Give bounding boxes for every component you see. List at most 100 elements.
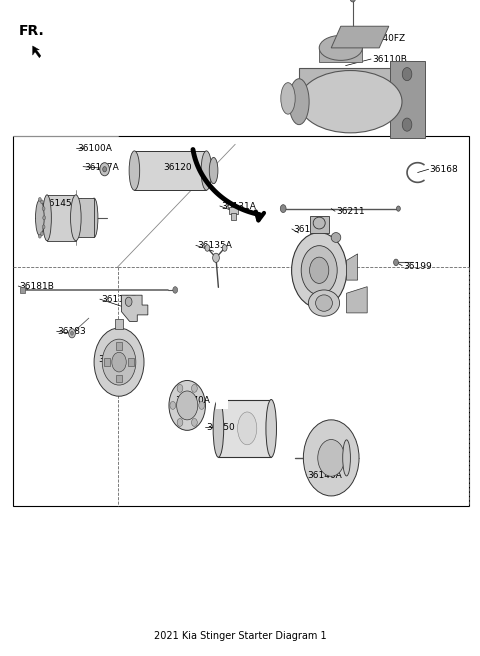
Bar xyxy=(116,342,122,350)
Circle shape xyxy=(192,384,197,392)
Text: 36127A: 36127A xyxy=(84,163,119,172)
Text: 36135A: 36135A xyxy=(197,241,232,251)
Bar xyxy=(116,375,122,382)
Circle shape xyxy=(100,163,109,176)
Circle shape xyxy=(177,391,198,420)
Ellipse shape xyxy=(301,246,337,295)
Circle shape xyxy=(170,401,176,409)
Circle shape xyxy=(38,197,41,201)
Ellipse shape xyxy=(292,233,347,308)
Ellipse shape xyxy=(299,71,402,133)
Circle shape xyxy=(402,68,412,81)
Ellipse shape xyxy=(310,257,329,283)
Text: 36168: 36168 xyxy=(430,165,458,174)
Text: 2021 Kia Stinger Starter Diagram 1: 2021 Kia Stinger Starter Diagram 1 xyxy=(154,631,326,642)
Circle shape xyxy=(350,0,356,2)
Ellipse shape xyxy=(343,440,350,476)
Ellipse shape xyxy=(281,83,295,114)
Circle shape xyxy=(213,253,219,262)
Ellipse shape xyxy=(90,198,98,237)
Text: 36100A: 36100A xyxy=(77,144,112,153)
Bar xyxy=(104,358,110,366)
Polygon shape xyxy=(331,26,389,48)
Polygon shape xyxy=(347,254,358,280)
Circle shape xyxy=(169,380,205,430)
Circle shape xyxy=(40,232,43,236)
Circle shape xyxy=(38,234,41,238)
Polygon shape xyxy=(33,46,41,58)
Circle shape xyxy=(102,339,136,385)
Circle shape xyxy=(205,245,210,251)
Text: 36183: 36183 xyxy=(58,327,86,337)
Bar xyxy=(134,151,206,190)
Ellipse shape xyxy=(201,151,212,190)
Polygon shape xyxy=(216,396,228,409)
Text: 36170: 36170 xyxy=(98,355,127,364)
Text: 36181B: 36181B xyxy=(19,282,54,291)
Bar xyxy=(13,136,469,506)
Ellipse shape xyxy=(313,217,325,229)
Bar xyxy=(20,287,25,293)
Polygon shape xyxy=(121,295,148,321)
Bar xyxy=(310,216,329,233)
Ellipse shape xyxy=(209,157,218,184)
Ellipse shape xyxy=(43,195,51,241)
Circle shape xyxy=(303,420,359,496)
Ellipse shape xyxy=(213,400,224,457)
Ellipse shape xyxy=(36,199,44,236)
Polygon shape xyxy=(347,287,367,313)
Bar xyxy=(231,213,236,220)
Text: 36150: 36150 xyxy=(206,423,235,432)
Text: 36110: 36110 xyxy=(293,225,322,234)
Text: 36110B: 36110B xyxy=(372,54,407,64)
Circle shape xyxy=(42,225,45,229)
Ellipse shape xyxy=(71,195,81,241)
Bar xyxy=(299,68,402,102)
Bar xyxy=(319,46,362,62)
Text: 36211: 36211 xyxy=(336,207,365,216)
Circle shape xyxy=(40,200,43,204)
Ellipse shape xyxy=(308,290,340,316)
Text: 36131A: 36131A xyxy=(221,202,256,211)
Circle shape xyxy=(43,216,46,220)
Circle shape xyxy=(402,118,412,131)
Text: FR.: FR. xyxy=(19,24,45,39)
Text: 1140FZ: 1140FZ xyxy=(372,33,406,43)
Text: 36170A: 36170A xyxy=(175,396,210,405)
Polygon shape xyxy=(390,61,425,138)
Circle shape xyxy=(280,205,286,213)
Circle shape xyxy=(125,297,132,306)
Circle shape xyxy=(394,259,398,266)
Bar xyxy=(47,195,76,241)
Bar xyxy=(128,358,134,366)
Text: 36199: 36199 xyxy=(403,262,432,271)
Text: 36110G: 36110G xyxy=(101,295,136,304)
Ellipse shape xyxy=(331,232,341,243)
Ellipse shape xyxy=(289,79,309,125)
Bar xyxy=(115,319,123,329)
Ellipse shape xyxy=(129,151,140,190)
Circle shape xyxy=(396,206,400,211)
Ellipse shape xyxy=(316,295,332,312)
Circle shape xyxy=(177,419,183,426)
Circle shape xyxy=(71,331,73,335)
Text: 36145A: 36145A xyxy=(43,199,78,208)
Ellipse shape xyxy=(266,400,276,457)
Text: 36120: 36120 xyxy=(163,163,192,172)
Bar xyxy=(218,400,271,457)
Circle shape xyxy=(42,207,45,211)
Circle shape xyxy=(173,287,178,293)
Circle shape xyxy=(192,419,197,426)
Bar xyxy=(76,198,94,237)
Circle shape xyxy=(103,167,107,172)
Ellipse shape xyxy=(238,412,257,445)
Bar xyxy=(229,207,238,214)
Text: 36146A: 36146A xyxy=(307,471,342,480)
Circle shape xyxy=(199,401,204,409)
Ellipse shape xyxy=(319,35,362,60)
Circle shape xyxy=(222,245,227,251)
Circle shape xyxy=(94,328,144,396)
Circle shape xyxy=(318,440,345,476)
Circle shape xyxy=(112,352,126,372)
Circle shape xyxy=(69,329,75,338)
